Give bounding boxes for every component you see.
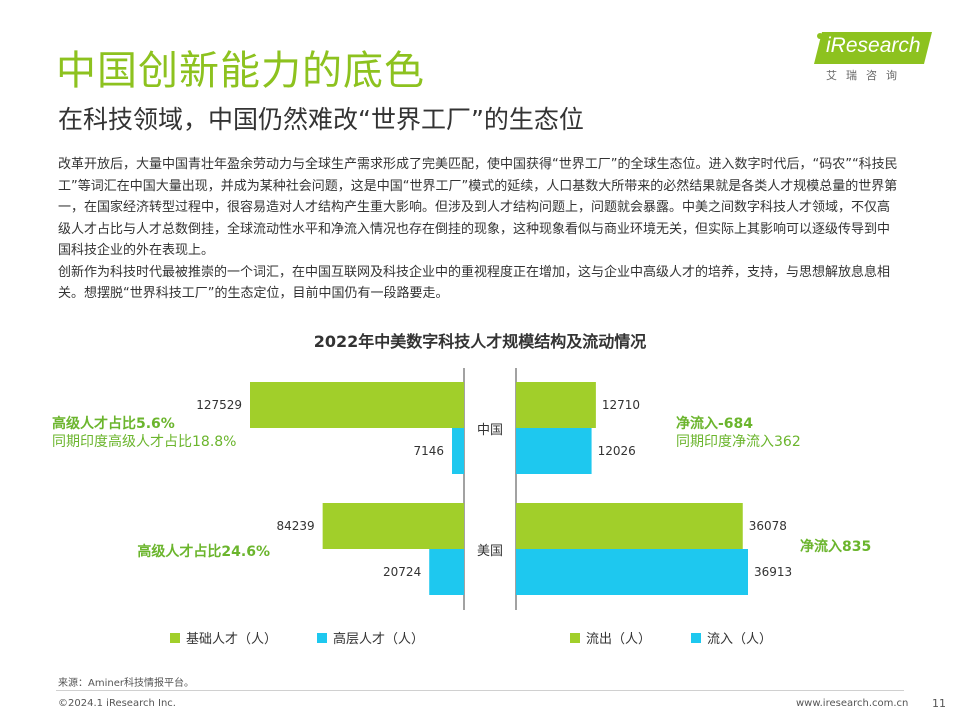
legend-right: 流出（人） 流入（人） (570, 628, 812, 647)
footer-divider (56, 690, 904, 691)
right-value-label-0-1: 12026 (598, 444, 636, 458)
left-bar-0-0 (250, 382, 464, 428)
paragraph-2: 创新作为科技时代最被推崇的一个词汇，在中国互联网及科技企业中的重视程度正在增加，… (58, 264, 891, 302)
right-annotation-1-0: 净流入835 (800, 538, 871, 555)
right-value-label-1-1: 36913 (754, 565, 792, 579)
right-value-label-0-0: 12710 (602, 398, 640, 412)
right-value-label-1-0: 36078 (749, 519, 787, 533)
category-label-0: 中国 (477, 423, 503, 438)
left-annotation-1-0: 高级人才占比24.6% (137, 543, 270, 560)
left-bar-0-1 (452, 428, 464, 474)
page-number: 11 (932, 697, 946, 710)
left-bar-1-0 (322, 503, 464, 549)
legend-item-outflow: 流出（人） (570, 628, 651, 647)
logo-wordmark: iResearch (826, 34, 921, 57)
legend-swatch-inflow (691, 632, 702, 643)
left-value-label-1-1: 20724 (383, 565, 421, 579)
right-annotation-0-0: 净流入-684 (676, 415, 753, 432)
legend-label-senior: 高层人才（人） (333, 632, 425, 647)
left-value-label-0-0: 127529 (196, 398, 242, 412)
right-bar-1-0 (516, 503, 743, 549)
legend-swatch-basic (170, 632, 180, 643)
right-annotation-0-1: 同期印度净流入362 (676, 434, 801, 450)
category-label-1: 美国 (477, 544, 503, 559)
logo-badge (814, 32, 932, 64)
left-annotation-0-1: 同期印度高级人才占比18.8% (52, 433, 236, 450)
legend-label-outflow: 流出（人） (586, 632, 652, 647)
legend-label-inflow: 流入（人） (707, 632, 773, 647)
right-bar-0-0 (516, 382, 596, 428)
legend-item-senior: 高层人才（人） (317, 628, 424, 647)
copyright: ©2024.1 iResearch Inc. (58, 698, 176, 709)
iresearch-logo: iResearch 艾瑞咨询 (808, 30, 932, 86)
chart-title: 2022年中美数字科技人才规模结构及流动情况 (313, 332, 647, 351)
left-value-label-0-1: 7146 (413, 444, 444, 458)
website-link[interactable]: www.iresearch.com.cn (796, 698, 909, 709)
left-value-label-1-0: 84239 (276, 519, 314, 533)
source-note: 来源：Aminer科技情报平台。 (58, 678, 194, 689)
legend-item-basic: 基础人才（人） (170, 628, 277, 647)
page-subtitle: 在科技领域，中国仍然难改“世界工厂”的生态位 (58, 105, 584, 134)
legend-left: 基础人才（人） 高层人才（人） (170, 628, 464, 647)
legend-label-basic: 基础人才（人） (186, 632, 278, 647)
right-bar-0-1 (516, 428, 592, 474)
left-annotation-0-0: 高级人才占比5.6% (52, 415, 175, 432)
legend-item-inflow: 流入（人） (691, 628, 772, 647)
left-bar-1-1 (429, 549, 464, 595)
right-bar-1-1 (516, 549, 748, 595)
paragraph-1: 改革开放后，大量中国青壮年盈余劳动力与全球生产需求形成了完美匹配，使中国获得“世… (58, 157, 898, 258)
logo-subtext: 艾瑞咨询 (826, 69, 906, 82)
body-text: 改革开放后，大量中国青壮年盈余劳动力与全球生产需求形成了完美匹配，使中国获得“世… (58, 154, 900, 305)
legend-swatch-outflow (570, 632, 580, 643)
legend-swatch-senior (317, 632, 328, 643)
page-title: 中国创新能力的底色 (56, 48, 425, 94)
